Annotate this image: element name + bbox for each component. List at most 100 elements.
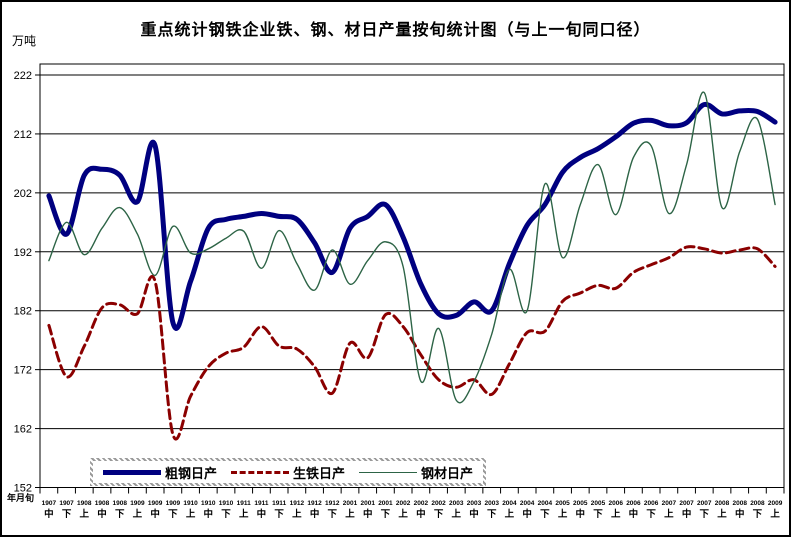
x-tick-xun-label: 中 (629, 508, 639, 520)
x-tick-month-label: 1911 (237, 500, 251, 507)
x-tick-month-label: 2003 (467, 500, 482, 507)
x-tick-month-label: 1912 (290, 500, 305, 507)
x-tick-month-label: 1908 (112, 500, 127, 507)
x-tick-xun-label: 上 (239, 508, 249, 520)
x-tick-xun-label: 下 (593, 509, 603, 520)
y-axis-label: 222 (14, 70, 32, 82)
x-tick-month-label: 2002 (431, 500, 446, 507)
x-tick-xun-label: 下 (700, 509, 710, 520)
y-axis-unit-label: 万吨 (12, 34, 37, 48)
x-tick-xun-label: 中 (44, 508, 54, 520)
x-tick-xun-label: 上 (505, 508, 515, 520)
x-tick-month-label: 1911 (254, 500, 268, 507)
y-axis-label: 152 (14, 483, 32, 495)
x-tick-xun-label: 上 (717, 508, 727, 520)
x-tick-month-label: 2009 (768, 500, 783, 507)
x-tick-xun-label: 中 (522, 508, 532, 520)
x-tick-month-label: 2007 (679, 500, 694, 507)
x-tick-month-label: 2002 (396, 500, 411, 507)
x-tick-month-label: 2002 (414, 500, 429, 507)
x-tick-xun-label: 中 (469, 508, 479, 520)
x-tick-month-label: 2005 (573, 500, 588, 507)
x-tick-month-label: 2003 (449, 500, 464, 507)
legend-item-pig-iron: 生铁日产 (231, 463, 345, 482)
x-tick-xun-label: 上 (611, 508, 621, 520)
x-tick-xun-label: 上 (770, 508, 780, 520)
x-tick-month-label: 1911 (272, 500, 286, 507)
x-tick-xun-label: 中 (204, 508, 214, 520)
x-tick-month-label: 1908 (95, 500, 110, 507)
series-line-2-钢材日产 (48, 91, 776, 404)
x-tick-xun-label: 下 (434, 509, 444, 520)
legend-label: 钢材日产 (421, 465, 474, 481)
x-tick-xun-label: 上 (664, 508, 674, 520)
pig-iron-line-sample-icon (231, 470, 290, 474)
legend-item-rolled-steel: 钢材日产 (359, 463, 473, 482)
x-tick-xun-label: 中 (257, 508, 267, 520)
x-tick-month-label: 2004 (538, 500, 553, 507)
x-tick-month-label: 2006 (608, 500, 623, 507)
x-tick-xun-label: 下 (62, 509, 72, 520)
x-tick-month-label: 2006 (626, 500, 641, 507)
x-tick-month-label: 1910 (201, 500, 216, 507)
x-tick-month-label: 1909 (130, 500, 145, 507)
y-axis-label: 162 (14, 424, 32, 436)
x-tick-xun-label: 上 (186, 508, 196, 520)
x-tick-xun-label: 上 (345, 508, 355, 520)
y-axis-label: 172 (14, 365, 32, 377)
x-tick-month-label: 2008 (715, 500, 730, 507)
x-tick-month-label: 2003 (484, 500, 499, 507)
legend-label: 生铁日产 (293, 465, 346, 481)
x-tick-xun-label: 上 (292, 508, 302, 520)
x-tick-month-label: 1912 (325, 500, 340, 507)
x-tick-month-label: 2001 (360, 500, 375, 507)
x-tick-xun-label: 中 (576, 508, 586, 520)
x-tick-month-label: 1912 (307, 500, 322, 507)
series-line-1-生铁日产 (47, 245, 777, 441)
x-tick-xun-label: 上 (80, 508, 90, 520)
x-tick-month-label: 2007 (662, 500, 677, 507)
x-tick-xun-label: 下 (168, 509, 178, 520)
x-tick-month-label: 1909 (148, 500, 163, 507)
x-tick-month-label: 2006 (644, 500, 659, 507)
x-tick-xun-label: 下 (487, 509, 497, 520)
x-tick-xun-label: 下 (221, 509, 231, 520)
y-axis-label: 202 (14, 188, 32, 200)
x-tick-month-label: 1907 (59, 500, 74, 507)
x-tick-xun-label: 上 (398, 508, 408, 520)
x-tick-xun-label: 中 (97, 508, 107, 520)
x-tick-xun-label: 下 (328, 509, 338, 520)
x-tick-xun-label: 下 (115, 509, 125, 520)
x-axis-title: 年月旬 (7, 493, 35, 503)
x-tick-month-label: 1908 (77, 500, 92, 507)
x-tick-month-label: 1907 (42, 500, 57, 507)
y-axis-label: 192 (14, 247, 32, 259)
x-tick-xun-label: 上 (452, 508, 462, 520)
rolled-steel-line-sample-icon (359, 471, 418, 473)
x-tick-xun-label: 下 (753, 509, 763, 520)
x-tick-month-label: 2008 (732, 500, 747, 507)
x-tick-xun-label: 中 (682, 508, 692, 520)
legend-item-crude-steel: 粗钢日产 (103, 463, 217, 482)
x-tick-xun-label: 中 (150, 508, 160, 520)
x-tick-xun-label: 下 (274, 509, 284, 520)
x-tick-month-label: 1909 (166, 500, 181, 507)
x-tick-xun-label: 下 (646, 509, 656, 520)
chart-legend: 粗钢日产 生铁日产 钢材日产 (90, 458, 487, 486)
y-axis-label: 212 (14, 129, 32, 141)
series-line-0-粗钢日产 (46, 101, 778, 331)
legend-label: 粗钢日产 (165, 465, 218, 481)
x-tick-month-label: 2005 (555, 500, 570, 507)
crude-steel-line-sample-icon (103, 469, 161, 475)
x-tick-month-label: 2004 (520, 500, 535, 507)
x-tick-month-label: 1910 (219, 500, 234, 507)
x-tick-month-label: 2008 (750, 500, 765, 507)
x-tick-xun-label: 下 (540, 509, 550, 520)
x-tick-month-label: 1910 (183, 500, 198, 507)
x-tick-month-label: 2001 (343, 500, 358, 507)
chart-title: 重点统计钢铁企业铁、钢、材日产量按旬统计图（与上一旬同口径） (140, 22, 651, 39)
x-tick-month-label: 2007 (697, 500, 712, 507)
x-tick-xun-label: 中 (735, 508, 745, 520)
